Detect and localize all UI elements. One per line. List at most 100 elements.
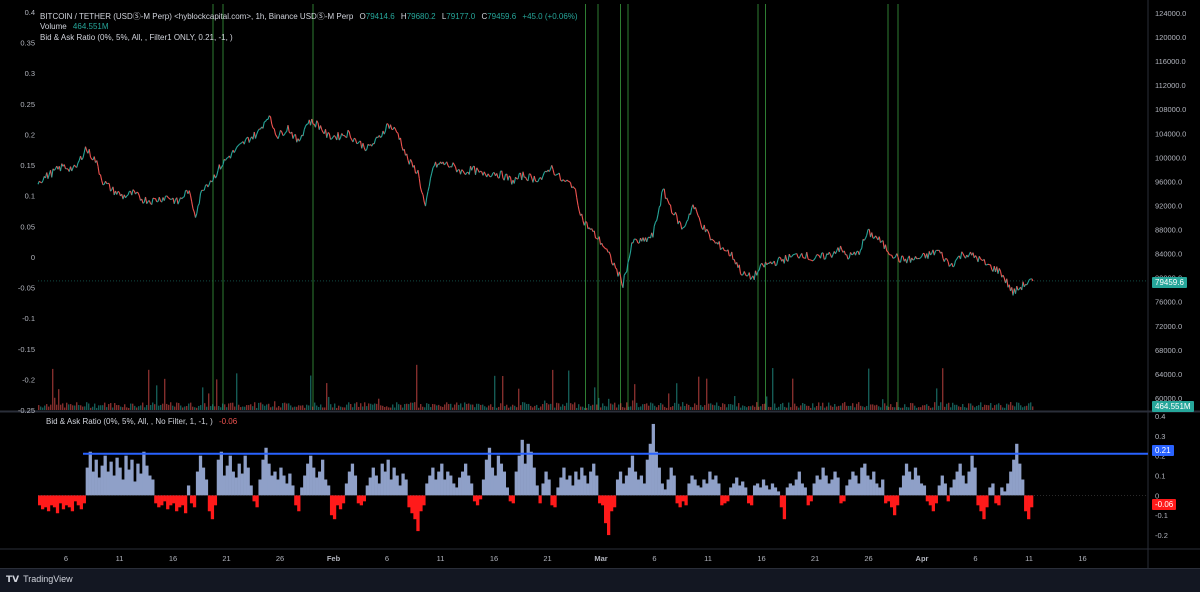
price-segment [284, 133, 285, 135]
ratio-bar [330, 495, 333, 515]
price-segment [658, 207, 659, 214]
volume-bar [220, 407, 221, 410]
ratio-bar [631, 456, 634, 496]
price-segment [182, 197, 183, 198]
volume-bar [398, 404, 399, 410]
ratio-bar [485, 460, 488, 496]
price-segment [607, 249, 608, 252]
symbol-title[interactable]: BITCOIN / TETHER (USDⓈ-M Perp) <hyblockc… [40, 12, 353, 21]
price-segment [83, 153, 84, 158]
ratio-bar [780, 495, 783, 507]
price-segment [669, 204, 670, 205]
price-segment [829, 252, 830, 255]
price-segment [543, 173, 544, 176]
volume-bar [1026, 406, 1027, 410]
ratio-bar [124, 456, 127, 496]
price-segment [286, 131, 287, 132]
price-segment [303, 130, 304, 136]
volume-bar [164, 379, 165, 410]
ratio-bar [425, 483, 428, 495]
ratio-bar [1021, 480, 1024, 496]
ratio-bar [381, 464, 384, 496]
ratio-bar [538, 495, 541, 503]
volume-bar [198, 406, 199, 410]
ratio-bar [652, 424, 655, 495]
ratio-bar [824, 476, 827, 496]
volume-bar [422, 407, 423, 410]
price-segment [976, 256, 977, 258]
volume-bar [712, 405, 713, 410]
price-segment [138, 193, 139, 196]
ratio-bar [491, 468, 494, 496]
ratio-bar [133, 481, 136, 495]
price-tick: 76000.0 [1155, 298, 1182, 307]
volume-value: 464.551M [73, 22, 109, 31]
ratio-bar [959, 464, 962, 496]
volume-bar [344, 407, 345, 410]
ratio-left-tick: -0.2 [22, 375, 35, 384]
volume-bar [770, 407, 771, 410]
price-segment [676, 212, 677, 215]
ratio-left-tick: -0.25 [18, 406, 35, 415]
volume-bar [578, 404, 579, 410]
price-segment [872, 233, 873, 239]
price-segment [786, 255, 787, 260]
ratio-left-tick: 0 [31, 253, 35, 262]
ratio-bar [521, 440, 524, 496]
volume-bar [942, 368, 943, 410]
ratio-bar [139, 474, 142, 496]
ratio-bar [142, 452, 145, 496]
price-segment [306, 124, 307, 126]
indicator1-legend[interactable]: Bid & Ask Ratio (0%, 5%, All, , Filter1 … [40, 33, 237, 42]
ratio-bar [169, 495, 172, 505]
price-segment [792, 255, 793, 257]
ratio-bar [62, 495, 65, 509]
ratio-bar [985, 495, 988, 507]
ratio-bar [956, 472, 959, 496]
price-segment [931, 253, 932, 255]
volume-bar [968, 403, 969, 410]
volume-bar [92, 407, 93, 410]
ratio-bar [458, 478, 461, 496]
ratio-bar [443, 480, 446, 496]
ratio-left-tick: -0.05 [18, 284, 35, 293]
price-segment [687, 220, 688, 222]
indicator2-legend[interactable]: Bid & Ask Ratio (0%, 5%, All, , No Filte… [46, 417, 241, 426]
time-tick: 11 [704, 554, 712, 563]
ratio-bar [226, 466, 229, 496]
ratio-bar [875, 483, 878, 495]
price-segment [231, 153, 232, 158]
price-segment [52, 169, 53, 178]
price-segment [193, 209, 194, 212]
ratio-bar [342, 495, 345, 503]
ratio-bar [622, 483, 625, 495]
price-segment [457, 170, 458, 172]
ratio-bar [717, 483, 720, 495]
ratio-bar [738, 485, 741, 495]
price-segment [599, 237, 600, 245]
volume-bar [104, 403, 105, 410]
volume-bar [536, 405, 537, 410]
volume-bar [726, 407, 727, 410]
volume-bar [916, 408, 917, 410]
volume-bar [628, 407, 629, 410]
volume-bar [996, 404, 997, 410]
price-segment [431, 173, 432, 178]
price-segment [293, 135, 294, 139]
price-segment [142, 199, 143, 203]
price-segment [288, 125, 289, 132]
price-segment [916, 256, 917, 258]
ratio-bar [339, 495, 342, 509]
volume-legend[interactable]: Volume 464.551M [40, 22, 113, 31]
ratio-bar [217, 460, 220, 496]
ratio-bar [395, 476, 398, 496]
ratio-bar [893, 495, 896, 515]
price-segment [64, 164, 65, 168]
volume-bar [438, 405, 439, 410]
ratio-bar [765, 485, 768, 495]
price-segment [734, 259, 735, 264]
ratio-bar [65, 495, 68, 505]
